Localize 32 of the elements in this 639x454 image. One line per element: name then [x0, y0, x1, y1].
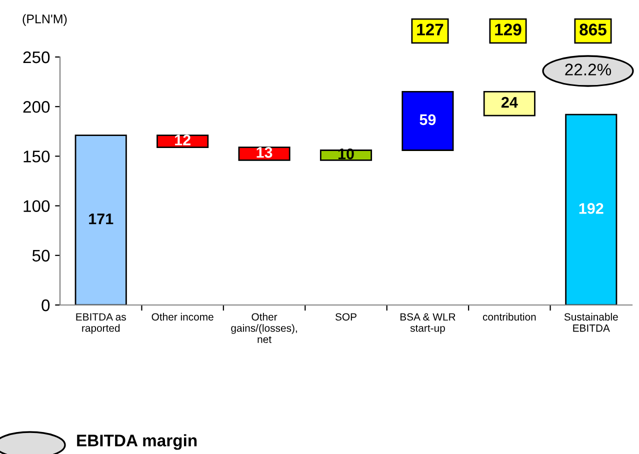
- x-tick-label: Sustainable EBITDA: [564, 312, 618, 332]
- x-tick-label: EBITDA as raported: [76, 313, 126, 334]
- y-tick-label: 250: [23, 51, 50, 64]
- data-label: 59: [420, 114, 436, 126]
- annotation: 22.2%: [565, 64, 612, 76]
- text: 865: [580, 24, 606, 36]
- x-tick-label: contribution: [482, 312, 536, 321]
- x-tick-label: SOP: [335, 313, 356, 321]
- bar: [565, 114, 618, 305]
- y-tick-label: 200: [23, 101, 50, 113]
- bar: [402, 91, 454, 151]
- y-tick-label: 100: [24, 200, 50, 212]
- bar: [483, 91, 536, 116]
- x-tick-label: Other gains/(losses), net: [231, 312, 297, 344]
- y-tick-label: 50: [32, 250, 50, 262]
- x-tick-label: Other income: [152, 312, 214, 321]
- data-label: 12: [175, 134, 190, 146]
- y-tick-label: 0: [42, 299, 50, 312]
- x-tick-label: BSA & WLR start-up: [400, 313, 456, 334]
- bar: [320, 150, 372, 161]
- text: EBITDA margin: [77, 434, 197, 450]
- data-label: 171: [89, 214, 114, 224]
- y-tick-label: 150: [24, 150, 50, 162]
- bar: [156, 134, 209, 148]
- text: 127: [417, 24, 444, 36]
- bar: [74, 134, 127, 305]
- data-label: 24: [501, 96, 518, 108]
- text: 129: [495, 24, 522, 36]
- y-axis-title: (PLN'M): [22, 14, 67, 26]
- data-label: 192: [579, 203, 604, 214]
- bar: [238, 146, 290, 161]
- data-label: 13: [256, 147, 272, 158]
